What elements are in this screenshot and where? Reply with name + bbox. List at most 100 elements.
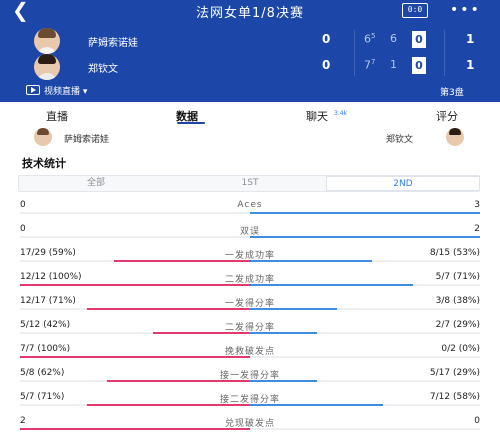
play-icon bbox=[26, 85, 40, 95]
segment-all[interactable]: 全部 bbox=[86, 178, 105, 188]
stat-bar-left bbox=[20, 284, 250, 286]
stat-row: 5/8 (62%) 接一发得分率 5/17 (29%) bbox=[0, 368, 500, 390]
stat-label: Aces bbox=[237, 200, 263, 210]
back-arrow-icon[interactable]: ❮ bbox=[12, 0, 29, 22]
stat-label: 接二发得分率 bbox=[219, 395, 280, 405]
player2-set-scores: 77 1 0 bbox=[358, 57, 438, 76]
live-label: 视频直播 bbox=[44, 87, 81, 97]
stat-left-value: 5/7 (71%) bbox=[20, 392, 65, 402]
player2-avatar[interactable] bbox=[34, 54, 60, 80]
stat-bar-right bbox=[250, 308, 337, 310]
more-dots-icon[interactable]: ••• bbox=[450, 2, 481, 18]
segment-2nd[interactable]: 2ND bbox=[326, 176, 480, 191]
stat-bar-right bbox=[250, 284, 413, 286]
stat-label: 一发得分率 bbox=[224, 299, 275, 309]
player1-name[interactable]: 萨姆索诺娃 bbox=[88, 38, 138, 49]
stat-bar-left bbox=[20, 428, 250, 430]
stat-bar-right bbox=[250, 236, 480, 238]
tab-bar: 直播 数据 聊天 评分 bbox=[0, 104, 500, 126]
stat-bar-left bbox=[153, 332, 250, 334]
stat-left-value: 12/12 (100%) bbox=[20, 272, 82, 282]
stat-bar-left bbox=[114, 260, 250, 262]
chevron-down-icon: ▾ bbox=[80, 87, 88, 97]
stat-label: 接一发得分率 bbox=[219, 371, 280, 381]
divider bbox=[354, 30, 355, 76]
player1-set1: 65 bbox=[364, 32, 376, 46]
stat-bar-track bbox=[20, 356, 480, 358]
stat-right-value: 0/2 (0%) bbox=[441, 344, 480, 354]
active-tab-indicator bbox=[177, 122, 205, 124]
stat-label: 二发成功率 bbox=[224, 275, 275, 285]
stat-row: 12/12 (100%) 二发成功率 5/7 (71%) bbox=[0, 272, 500, 294]
scoreboard-icon[interactable]: 0:0 bbox=[402, 3, 428, 18]
left-player-avatar bbox=[34, 128, 52, 146]
stat-left-value: 12/17 (71%) bbox=[20, 296, 76, 306]
stat-bar-right bbox=[250, 212, 480, 214]
player2-set2: 1 bbox=[390, 58, 397, 71]
player2-current-game: 1 bbox=[466, 58, 475, 72]
stat-right-value: 3/8 (38%) bbox=[435, 296, 480, 306]
current-set-label: 第3盘 bbox=[440, 88, 464, 98]
stat-bar-right bbox=[250, 380, 317, 382]
stat-label: 挽救破发点 bbox=[224, 347, 275, 357]
stat-row: 17/29 (59%) 一发成功率 8/15 (53%) bbox=[0, 248, 500, 270]
tab-stats[interactable]: 数据 bbox=[176, 110, 198, 123]
chat-count-badge: 3.4k bbox=[334, 110, 348, 117]
scoreboard-row-player2: 郑钦文 0 77 1 0 1 bbox=[0, 54, 500, 80]
player1-avatar[interactable] bbox=[34, 28, 60, 54]
player2-set1: 77 bbox=[364, 58, 376, 72]
stat-bar-left bbox=[107, 380, 250, 382]
stat-right-value: 5/17 (29%) bbox=[429, 368, 480, 378]
stat-label: 二发得分率 bbox=[224, 323, 275, 333]
stat-row: 0 双误 2 bbox=[0, 224, 500, 246]
stat-right-value: 2 bbox=[474, 224, 480, 234]
stat-bar-left bbox=[87, 308, 250, 310]
stat-right-value: 7/12 (58%) bbox=[429, 392, 480, 402]
stat-right-value: 5/7 (71%) bbox=[435, 272, 480, 282]
tab-chat[interactable]: 聊天 bbox=[306, 110, 328, 123]
stat-row: 5/12 (42%) 二发得分率 2/7 (29%) bbox=[0, 320, 500, 342]
player2-set3: 0 bbox=[412, 57, 426, 74]
stat-right-value: 3 bbox=[474, 200, 480, 210]
stat-row: 7/7 (100%) 挽救破发点 0/2 (0%) bbox=[0, 344, 500, 366]
player2-name[interactable]: 郑钦文 bbox=[88, 64, 118, 75]
page-title: 法网女单1/8决赛 bbox=[196, 6, 304, 21]
player2-sets-won: 0 bbox=[322, 58, 331, 72]
stat-left-value: 7/7 (100%) bbox=[20, 344, 71, 354]
stat-left-value: 17/29 (59%) bbox=[20, 248, 76, 258]
right-player-name: 郑钦文 bbox=[386, 135, 414, 145]
player1-sets-won: 0 bbox=[322, 32, 331, 46]
segment-1st[interactable]: 1ST bbox=[241, 178, 259, 188]
stat-bar-right bbox=[250, 332, 317, 334]
left-player-name: 萨姆索诺娃 bbox=[64, 135, 110, 145]
stat-bar-left bbox=[87, 404, 250, 406]
stat-left-value: 5/12 (42%) bbox=[20, 320, 71, 330]
section-title: 技术统计 bbox=[22, 157, 66, 170]
player1-set3: 0 bbox=[412, 31, 426, 48]
video-live-dropdown[interactable]: 视频直播 ▾ bbox=[26, 84, 87, 98]
player1-set2: 6 bbox=[390, 32, 397, 45]
stat-row: 0 Aces 3 bbox=[0, 200, 500, 222]
stat-bar-left bbox=[20, 356, 250, 358]
tab-rating[interactable]: 评分 bbox=[436, 110, 458, 123]
stat-bar-right bbox=[250, 260, 372, 262]
stat-left-value: 5/8 (62%) bbox=[20, 368, 65, 378]
stat-left-value: 0 bbox=[20, 200, 26, 210]
stat-bar-track bbox=[20, 428, 480, 430]
scoreboard-row-player1: 萨姆索诺娃 0 65 6 0 1 bbox=[0, 28, 500, 54]
stat-bar-right bbox=[250, 404, 383, 406]
stat-label: 一发成功率 bbox=[224, 251, 275, 261]
stat-row: 12/17 (71%) 一发得分率 3/8 (38%) bbox=[0, 296, 500, 318]
match-header: ❮ 法网女单1/8决赛 0:0 ••• 萨姆索诺娃 0 65 6 0 1 郑钦文… bbox=[0, 0, 500, 102]
stat-left-value: 2 bbox=[20, 416, 26, 426]
stat-right-value: 8/15 (53%) bbox=[429, 248, 480, 258]
divider bbox=[444, 30, 445, 76]
tab-live[interactable]: 直播 bbox=[46, 110, 68, 123]
stat-row: 2 兑现破发点 0 bbox=[0, 416, 500, 438]
player1-current-game: 1 bbox=[466, 32, 475, 46]
stat-left-value: 0 bbox=[20, 224, 26, 234]
stat-row: 5/7 (71%) 接二发得分率 7/12 (58%) bbox=[0, 392, 500, 414]
stat-label: 兑现破发点 bbox=[224, 419, 275, 429]
stat-right-value: 0 bbox=[474, 416, 480, 426]
